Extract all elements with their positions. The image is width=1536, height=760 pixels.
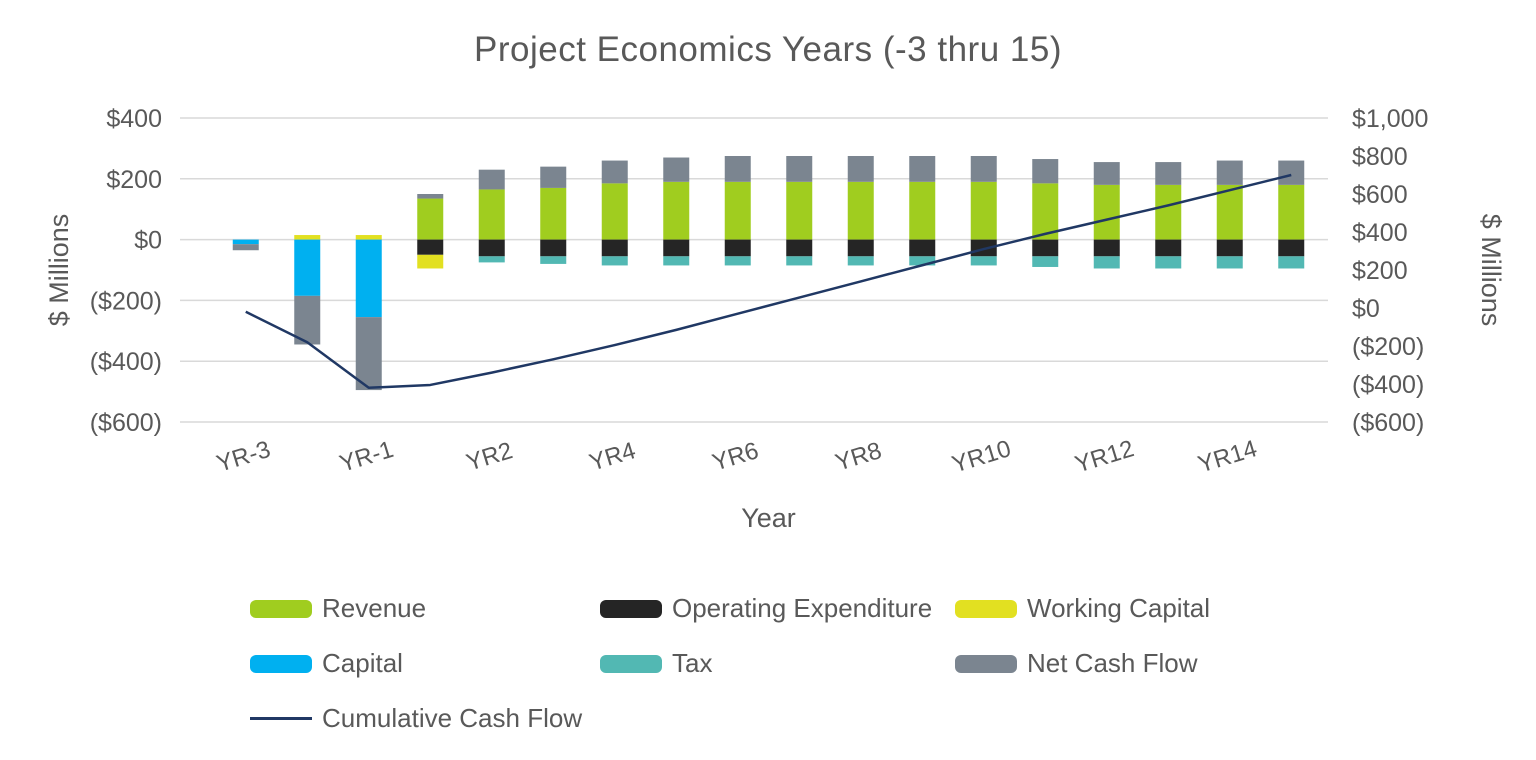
left-axis-tick: ($200) [90,287,162,315]
bar-segment [1093,184,1120,240]
bar-segment [478,169,505,190]
x-axis-tick: YR12 [1072,435,1137,478]
bar-segment [909,239,936,257]
bar-segment [1278,256,1305,269]
bar-segment [294,295,321,345]
bar-segment [663,256,690,266]
bar-segment [417,198,444,240]
bar-segment [724,156,751,182]
bar-segment [847,156,874,182]
chart-title: Project Economics Years (-3 thru 15) [474,30,1062,69]
bar-segment [786,156,813,182]
bar-segment [540,256,567,264]
right-axis-title: $ Millions [1476,214,1506,327]
x-axis-tick: YR2 [463,437,516,476]
bar-segment [294,239,321,296]
left-axis-tick: ($400) [90,348,162,376]
right-axis-tick: $600 [1352,181,1408,209]
bar-segment [970,256,997,266]
right-axis-tick: $800 [1352,143,1408,171]
right-axis-tick: $0 [1352,295,1380,323]
bar-segment [232,244,259,251]
bar-segment [1155,256,1182,269]
bar-segment [1216,239,1243,257]
bar-segment [355,239,382,318]
bar-segment [1032,183,1059,240]
bar-segment [601,160,628,184]
bar-segment [663,157,690,182]
x-axis-tick: YR-3 [213,436,273,478]
left-axis-tick: $0 [134,227,162,255]
bar-segment [478,256,505,263]
left-axis-tick: $400 [106,105,162,133]
bar-segment [540,239,567,257]
right-axis-tick: ($200) [1352,333,1424,361]
bar-segment [970,181,997,240]
bar-segment [970,156,997,182]
bar-segment [355,235,382,240]
bar-segment [1278,184,1305,240]
bar-segment [724,239,751,257]
left-axis-title: $ Millions [44,214,74,327]
left-axis-tick: $200 [106,166,162,194]
bar-segment [1032,239,1059,257]
bar-segment [847,239,874,257]
bar-segment [1032,159,1059,184]
x-axis-tick: YR14 [1195,435,1260,478]
bar-segment [1155,162,1182,185]
bar-segment [786,181,813,240]
bar-segment [601,183,628,240]
bar-segment [786,239,813,257]
x-axis-tick: YR4 [586,437,639,476]
bar-segment [1093,239,1120,257]
right-axis-tick: ($600) [1352,409,1424,437]
right-axis-tick: $1,000 [1352,105,1428,133]
bar-segment [478,239,505,257]
bar-segment [478,189,505,240]
bar-segment [540,166,567,188]
bar-segment [1093,162,1120,185]
bar-segment [909,256,936,266]
bar-segment [724,181,751,240]
right-axis-tick: $400 [1352,219,1408,247]
bar-segment [847,181,874,240]
bar-segment [909,181,936,240]
x-axis-tick: YR10 [949,435,1014,478]
bar-segment [909,156,936,182]
x-axis-tick: YR8 [832,437,885,476]
right-axis-tick: ($400) [1352,371,1424,399]
bar-segment [1216,184,1243,240]
left-axis-tick: ($600) [90,409,162,437]
bar-segment [355,317,382,391]
bar-segment [294,235,321,240]
bar-segment [786,256,813,266]
bar-segment [417,194,444,199]
x-axis-title: Year [741,503,796,533]
bar-segment [232,239,259,245]
bar-segment [1216,160,1243,185]
x-axis-tick: YR-1 [336,436,396,478]
bar-segment [1093,256,1120,269]
bar-segment [1155,184,1182,240]
bar-segment [724,256,751,266]
bar-segment [1216,256,1243,269]
bar-segment [663,181,690,240]
cumulative-cash-flow-line [245,173,1292,390]
bar-segment [1278,239,1305,257]
bar-segment [847,256,874,266]
bar-segment [1032,256,1059,267]
bar-segment [417,239,444,255]
bar-segment [1155,239,1182,257]
bar-segment [601,239,628,257]
bar-segment [601,256,628,266]
bar-segment [540,187,567,240]
bar-segment [1278,160,1305,185]
bar-segment [417,254,444,269]
right-axis-tick: $200 [1352,257,1408,285]
bar-segment [663,239,690,257]
x-axis-tick: YR6 [709,437,762,476]
